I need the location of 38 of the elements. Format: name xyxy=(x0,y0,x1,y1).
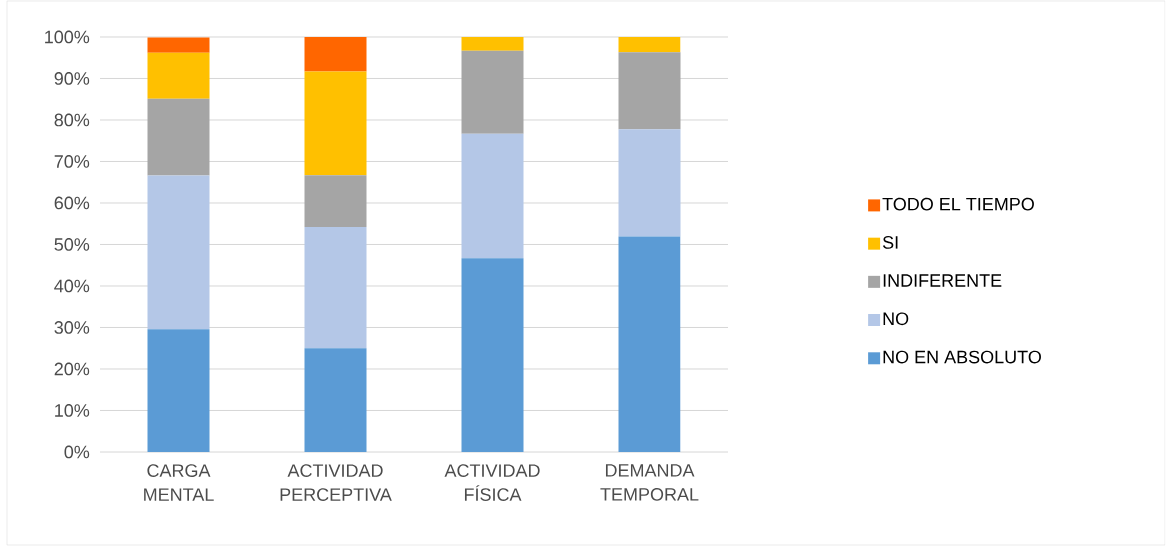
y-tick-label: 100% xyxy=(45,30,90,44)
bar xyxy=(304,36,367,72)
legend-label: NO EN ABSOLUTO xyxy=(883,350,1041,364)
bar xyxy=(618,129,681,237)
bar xyxy=(304,71,367,176)
legend-label: TODO EL TIEMPO xyxy=(882,197,1034,211)
bar xyxy=(461,133,524,259)
y-tick-label: 90% xyxy=(54,72,90,85)
bar xyxy=(147,175,210,330)
y-tick-label: 20% xyxy=(54,362,90,376)
bar xyxy=(618,236,681,452)
y-tick-label: 30% xyxy=(54,321,90,334)
x-tick-label: ACTIVIDAD PERCEPTIVA xyxy=(280,464,392,501)
legend-label: INDIFERENTE xyxy=(883,274,1002,287)
x-tick-label: CARGA MENTAL xyxy=(144,464,214,501)
y-tick-label: 60% xyxy=(54,196,90,210)
bar xyxy=(461,50,524,134)
bar xyxy=(304,175,367,228)
bar xyxy=(461,258,524,452)
y-tick-label: 50% xyxy=(54,238,90,251)
y-tick-label: 40% xyxy=(54,279,90,293)
legend-label: SI xyxy=(882,236,898,249)
bar xyxy=(618,52,681,130)
bar xyxy=(147,52,210,99)
x-tick-label: ACTIVIDAD FÍSICA xyxy=(444,464,540,501)
bar xyxy=(147,329,210,452)
bar xyxy=(304,348,367,452)
y-tick-label: 0% xyxy=(64,445,90,459)
y-tick-label: 70% xyxy=(54,155,90,168)
bar xyxy=(304,227,367,349)
bar xyxy=(147,37,210,53)
bar xyxy=(147,98,210,176)
legend-label: NO xyxy=(883,312,909,326)
y-tick-label: 80% xyxy=(54,113,90,127)
bar xyxy=(461,36,524,51)
x-tick-label: DEMANDA TEMPORAL xyxy=(600,464,699,501)
bar xyxy=(618,36,681,53)
y-tick-label: 10% xyxy=(55,404,90,417)
